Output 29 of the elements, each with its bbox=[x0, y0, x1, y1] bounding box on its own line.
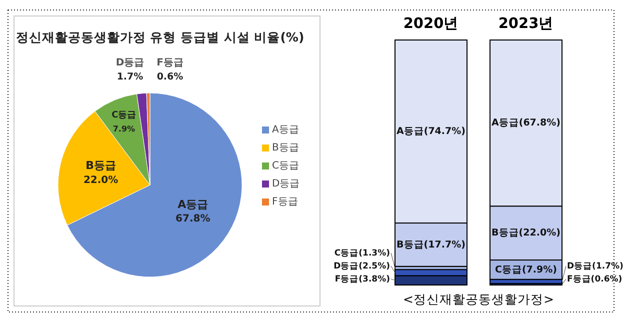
data-label: 22.0% bbox=[83, 174, 118, 186]
slice-label: D등급 bbox=[116, 58, 144, 69]
chart-title: 정신재활공동생활가정 유형 등급별 시설 비율(%) bbox=[16, 29, 304, 44]
data-label: A등급(74.7%) bbox=[396, 126, 466, 138]
data-label: 0.6% bbox=[156, 72, 184, 83]
legend-label: F등급 bbox=[272, 196, 298, 208]
legend-label: C등급 bbox=[272, 160, 299, 172]
legend-label: A등급 bbox=[272, 124, 299, 136]
data-label: 7.9% bbox=[112, 124, 136, 134]
data-label: B등급(22.0%) bbox=[492, 228, 560, 239]
slice-label: A등급 bbox=[178, 198, 208, 211]
data-label: C등급(7.9%) bbox=[494, 264, 558, 276]
data-label: F등급(3.8%) bbox=[334, 274, 390, 284]
data-label: F등급(0.6%) bbox=[567, 274, 622, 284]
slice-label: B등급 bbox=[86, 159, 116, 172]
data-label: C등급(1.3%) bbox=[334, 248, 390, 258]
x-axis-title: <정신재활공동생활가정> bbox=[403, 291, 554, 306]
data-label: D등급(1.7%) bbox=[567, 261, 624, 272]
data-label: 67.8% bbox=[176, 214, 210, 225]
data-label: A등급(67.8%) bbox=[492, 118, 560, 129]
slice-label: C등급 bbox=[112, 110, 136, 121]
legend-label: B등급 bbox=[272, 142, 299, 154]
x-tick-label: 2020년 bbox=[403, 16, 459, 32]
data-label: B등급(17.7%) bbox=[396, 239, 466, 250]
legend-label: D등급 bbox=[272, 178, 300, 190]
x-tick-label: 2023년 bbox=[498, 16, 554, 32]
data-label: D등급(2.5%) bbox=[334, 261, 390, 272]
data-label: 1.7% bbox=[116, 72, 144, 83]
slice-label: F등급 bbox=[156, 58, 184, 69]
